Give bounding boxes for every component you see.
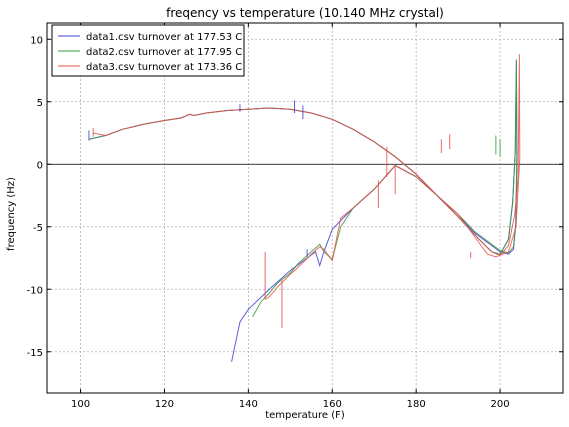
x-tick-label: 140 xyxy=(239,399,258,410)
y-tick-label: -15 xyxy=(27,348,43,359)
x-tick-label: 160 xyxy=(323,399,342,410)
x-tick-label: 200 xyxy=(491,399,510,410)
legend-label-series-3: data3.csv turnover at 173.36 C xyxy=(86,62,242,73)
legend-label-series-2: data2.csv turnover at 177.95 C xyxy=(86,47,242,58)
y-tick-label: 10 xyxy=(30,35,43,46)
y-tick-label: -5 xyxy=(33,223,43,234)
legend-box xyxy=(51,24,245,77)
y-tick-label: 5 xyxy=(37,98,43,109)
x-tick-label: 180 xyxy=(407,399,426,410)
legend: data1.csv turnover at 177.53 C data2.csv… xyxy=(51,24,245,77)
chart-title: freqency vs temperature (10.140 MHz crys… xyxy=(166,6,444,20)
x-tick-label: 120 xyxy=(155,399,174,410)
series-line-3 xyxy=(93,54,521,300)
x-axis-label: temperature (F) xyxy=(265,410,345,421)
legend-label-series-1: data1.csv turnover at 177.53 C xyxy=(86,32,242,43)
plot-frame xyxy=(46,22,564,394)
series-group xyxy=(88,54,521,362)
y-tick-label: -10 xyxy=(27,285,43,296)
x-tick-label: 100 xyxy=(71,399,90,410)
ticks: 100 120 140 160 180 200 10 5 0 -5 -10 -15 xyxy=(27,23,563,410)
y-tick-label: 0 xyxy=(37,160,43,171)
y-axis-label: frequency (Hz) xyxy=(6,177,17,251)
